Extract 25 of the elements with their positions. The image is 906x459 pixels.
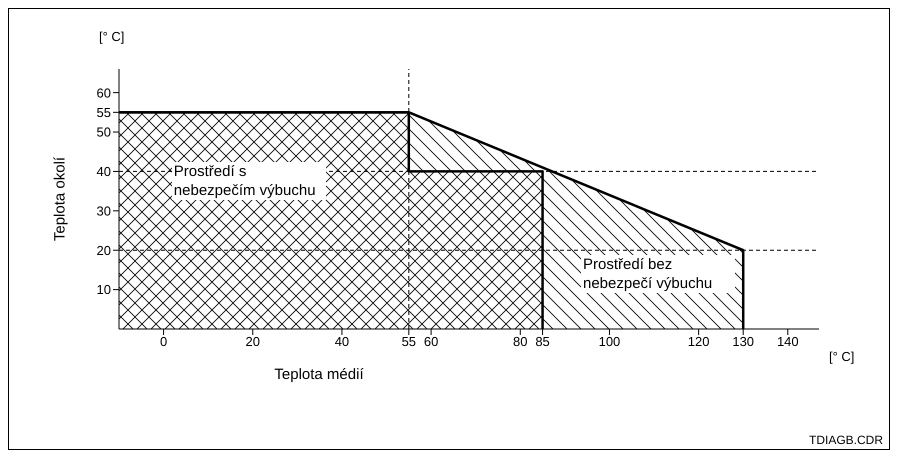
x-tick-label: 20 <box>246 334 260 350</box>
x-tick-label: 120 <box>688 334 710 350</box>
x-tick-label: 85 <box>535 334 550 350</box>
x-tick-label: 55 <box>402 334 416 350</box>
x-tick-label: 40 <box>334 334 350 350</box>
x-tick-label: 140 <box>776 334 799 350</box>
y-axis-title: Teplota okolí <box>51 156 68 242</box>
x-tick-label: 60 <box>424 334 438 350</box>
x-tick-label: 0 <box>160 334 168 350</box>
x-tick-label: 130 <box>732 334 754 350</box>
y-tick-label: 10 <box>96 282 111 298</box>
y-tick-label: 55 <box>96 104 111 120</box>
text: [° C] <box>829 349 854 364</box>
series-label: Prostředí bez nebezpečí výbuchu <box>581 255 735 293</box>
y-tick-label: 50 <box>96 124 111 140</box>
y-tick-label: 30 <box>96 203 111 218</box>
x-axis-title: Teplota médií <box>274 366 364 383</box>
text: [° C] <box>99 29 124 44</box>
series-label: Prostředí s nebezpečím výbuchu <box>172 162 326 200</box>
x-tick-label: 100 <box>598 334 620 350</box>
y-tick-label: 40 <box>96 164 111 180</box>
y-tick-label: 20 <box>96 242 111 258</box>
text: TDIAGB.CDR <box>808 433 883 447</box>
x-tick-label: 80 <box>513 334 528 350</box>
y-tick-label: 60 <box>96 85 111 100</box>
